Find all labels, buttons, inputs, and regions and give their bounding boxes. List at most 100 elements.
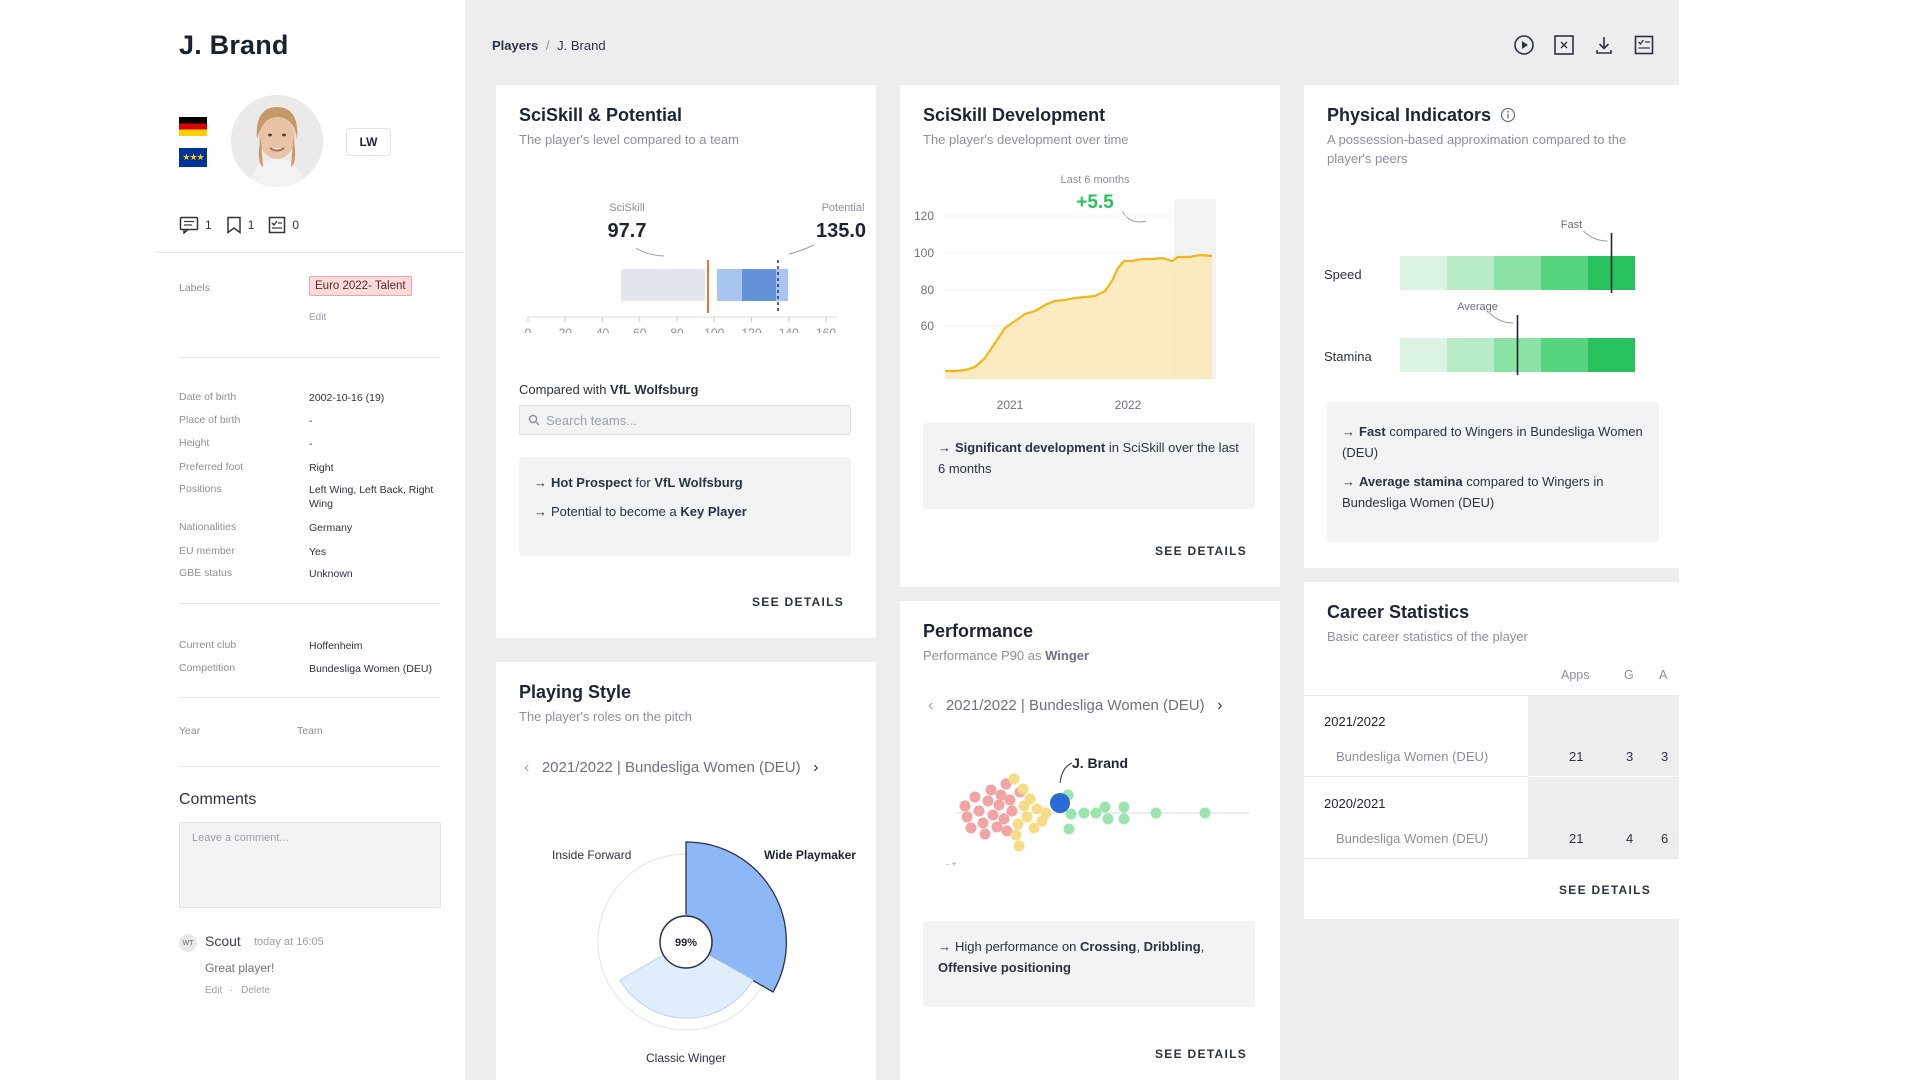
- edit-labels-link[interactable]: Edit: [309, 312, 327, 323]
- x-tick-label: 2021: [997, 398, 1024, 412]
- player-photo: [231, 95, 323, 187]
- divider: [1304, 695, 1679, 696]
- breadcrumb: Players / J. Brand: [492, 38, 606, 53]
- development-insight: → Significant development in SciSkill ove…: [923, 423, 1255, 509]
- performance-card: Performance Performance P90 as Winger ‹ …: [900, 601, 1280, 1080]
- divider: [157, 252, 465, 253]
- breadcrumb-players-link[interactable]: Players: [492, 38, 539, 53]
- divider: [179, 766, 441, 767]
- physical-marker-label: Average: [1457, 301, 1498, 313]
- chevron-right-icon[interactable]: ›: [813, 759, 819, 776]
- style-center: [659, 915, 713, 969]
- classic-winger-slice: [619, 941, 754, 1019]
- card-title: Performance: [923, 621, 1034, 641]
- comment-input[interactable]: Leave a comment...: [179, 822, 441, 908]
- player-dot[interactable]: [1050, 793, 1070, 813]
- insight-text: compared to Wingers in Bundesliga Women …: [1342, 424, 1643, 461]
- peer-dot: [1006, 805, 1018, 817]
- physical-bar-segment: [1400, 338, 1447, 372]
- peer-dot: [959, 800, 971, 812]
- search-teams-input[interactable]: Search teams...: [519, 405, 851, 435]
- dev-x-ticks: 2021 2022: [997, 398, 1142, 412]
- season-label: 2021/2022 | Bundesliga Women (DEU): [945, 697, 1205, 714]
- potential-label: Potential: [822, 202, 865, 214]
- physical-bar-segment: [1400, 256, 1447, 290]
- compared-prefix: Compared with: [519, 382, 611, 397]
- comment-delete-link[interactable]: Delete: [241, 985, 271, 996]
- physical-insights: → Fast compared to Wingers in Bundesliga …: [1327, 402, 1659, 542]
- chevron-left-icon[interactable]: ‹: [524, 759, 530, 776]
- season-selector[interactable]: ‹ 2021/2022 | Bundesliga Women (DEU) ›: [524, 759, 818, 777]
- compare-icon[interactable]: [1552, 33, 1575, 56]
- peer-dot: [1000, 778, 1012, 790]
- detail-key: Place of birth: [179, 414, 241, 426]
- comment-actions: Edit · Delete: [205, 985, 271, 996]
- role-label-wide-playmaker: Wide Playmaker: [764, 848, 856, 862]
- info-icon[interactable]: [1500, 107, 1516, 123]
- physical-row-label: Speed: [1324, 267, 1362, 282]
- see-details-button[interactable]: SEE DETAILS: [1155, 1047, 1248, 1061]
- breadcrumb-current: J. Brand: [557, 38, 606, 53]
- detail-value: 2002-10-16 (19): [309, 392, 385, 404]
- physical-bar-segment: [1588, 338, 1635, 372]
- sciskill-card: SciSkill & Potential The player's level …: [496, 85, 876, 638]
- y-tick-label: 60: [921, 319, 935, 333]
- dev-area: [945, 255, 1212, 379]
- chevron-left-icon[interactable]: ‹: [928, 697, 934, 714]
- career-card: Career Statistics Basic career statistic…: [1304, 582, 1679, 919]
- download-icon[interactable]: [1592, 33, 1615, 56]
- insight-text: High performance on: [955, 939, 1081, 954]
- comments-count[interactable]: 1: [179, 216, 212, 234]
- axis-tick-label: 60: [633, 326, 647, 333]
- peer-dot: [1118, 813, 1130, 825]
- insight-bold: Fast: [1359, 424, 1386, 439]
- see-details-button[interactable]: SEE DETAILS: [1155, 544, 1248, 558]
- peer-dot: [1010, 829, 1022, 841]
- delta-value: +5.5: [1076, 192, 1114, 213]
- peer-dot: [1008, 773, 1020, 785]
- report-icon[interactable]: [1632, 33, 1655, 56]
- season-selector[interactable]: ‹ 2021/2022 | Bundesliga Women (DEU) ›: [928, 697, 1222, 715]
- card-subtitle: Performance P90 as Winger: [923, 647, 1089, 666]
- detail-value: -: [309, 438, 313, 450]
- insight-line: → Average stamina compared to Wingers in …: [1342, 473, 1604, 511]
- playing-style-chart: 99% Inside Forward Wide Playmaker Classi…: [552, 841, 856, 1065]
- peer-dot: [991, 821, 1003, 833]
- see-details-button[interactable]: SEE DETAILS: [752, 595, 845, 609]
- reports-count[interactable]: 0: [268, 216, 299, 234]
- see-details-button[interactable]: SEE DETAILS: [1559, 883, 1652, 897]
- insight-bold: Key Player: [680, 503, 747, 519]
- development-chart: Last 6 months +5.5 120 100 80 60 2021 2022: [914, 174, 1216, 412]
- career-competition[interactable]: Bundesliga Women (DEU): [1336, 749, 1489, 764]
- card-subtitle: The player's development over time: [923, 132, 1129, 147]
- comment-edit-link[interactable]: Edit: [205, 985, 223, 996]
- peer-dot: [1078, 807, 1090, 819]
- career-assists: 3: [1661, 749, 1669, 764]
- axis-tick-label: 20: [559, 326, 573, 333]
- peer-dot: [979, 828, 991, 840]
- label-tag[interactable]: Euro 2022- Talent: [309, 276, 412, 296]
- bookmarks-count[interactable]: 1: [226, 216, 254, 234]
- potential-core-bar: [742, 269, 776, 301]
- peer-dot: [1118, 801, 1130, 813]
- physical-bar-segment: [1494, 256, 1541, 290]
- card-subtitle: The player's level compared to a team: [519, 132, 739, 147]
- career-competition[interactable]: Bundesliga Women (DEU): [1336, 831, 1489, 846]
- position-chip[interactable]: LW: [346, 128, 391, 156]
- player-dot-label: J. Brand: [1072, 755, 1128, 771]
- insight-bold: Hot Prospect: [551, 475, 632, 490]
- card-title: Physical Indicators: [1327, 105, 1516, 126]
- peer-dot: [1063, 823, 1075, 835]
- card-subtitle: Basic career statistics of the player: [1327, 629, 1528, 644]
- peer-dot: [1021, 811, 1033, 823]
- chevron-right-icon[interactable]: ›: [1217, 697, 1223, 714]
- play-icon[interactable]: [1512, 33, 1535, 56]
- career-header-a: A: [1659, 668, 1668, 682]
- dev-y-ticks: 120 100 80 60: [914, 209, 934, 333]
- career-goals: 4: [1626, 831, 1634, 846]
- physical-card: Physical Indicators A possession-based a…: [1304, 85, 1679, 568]
- insight-bold: Dribbling: [1143, 939, 1201, 954]
- comment-text: Great player!: [205, 961, 275, 975]
- player-pointer: [1059, 762, 1073, 784]
- peer-dot: [1024, 793, 1036, 805]
